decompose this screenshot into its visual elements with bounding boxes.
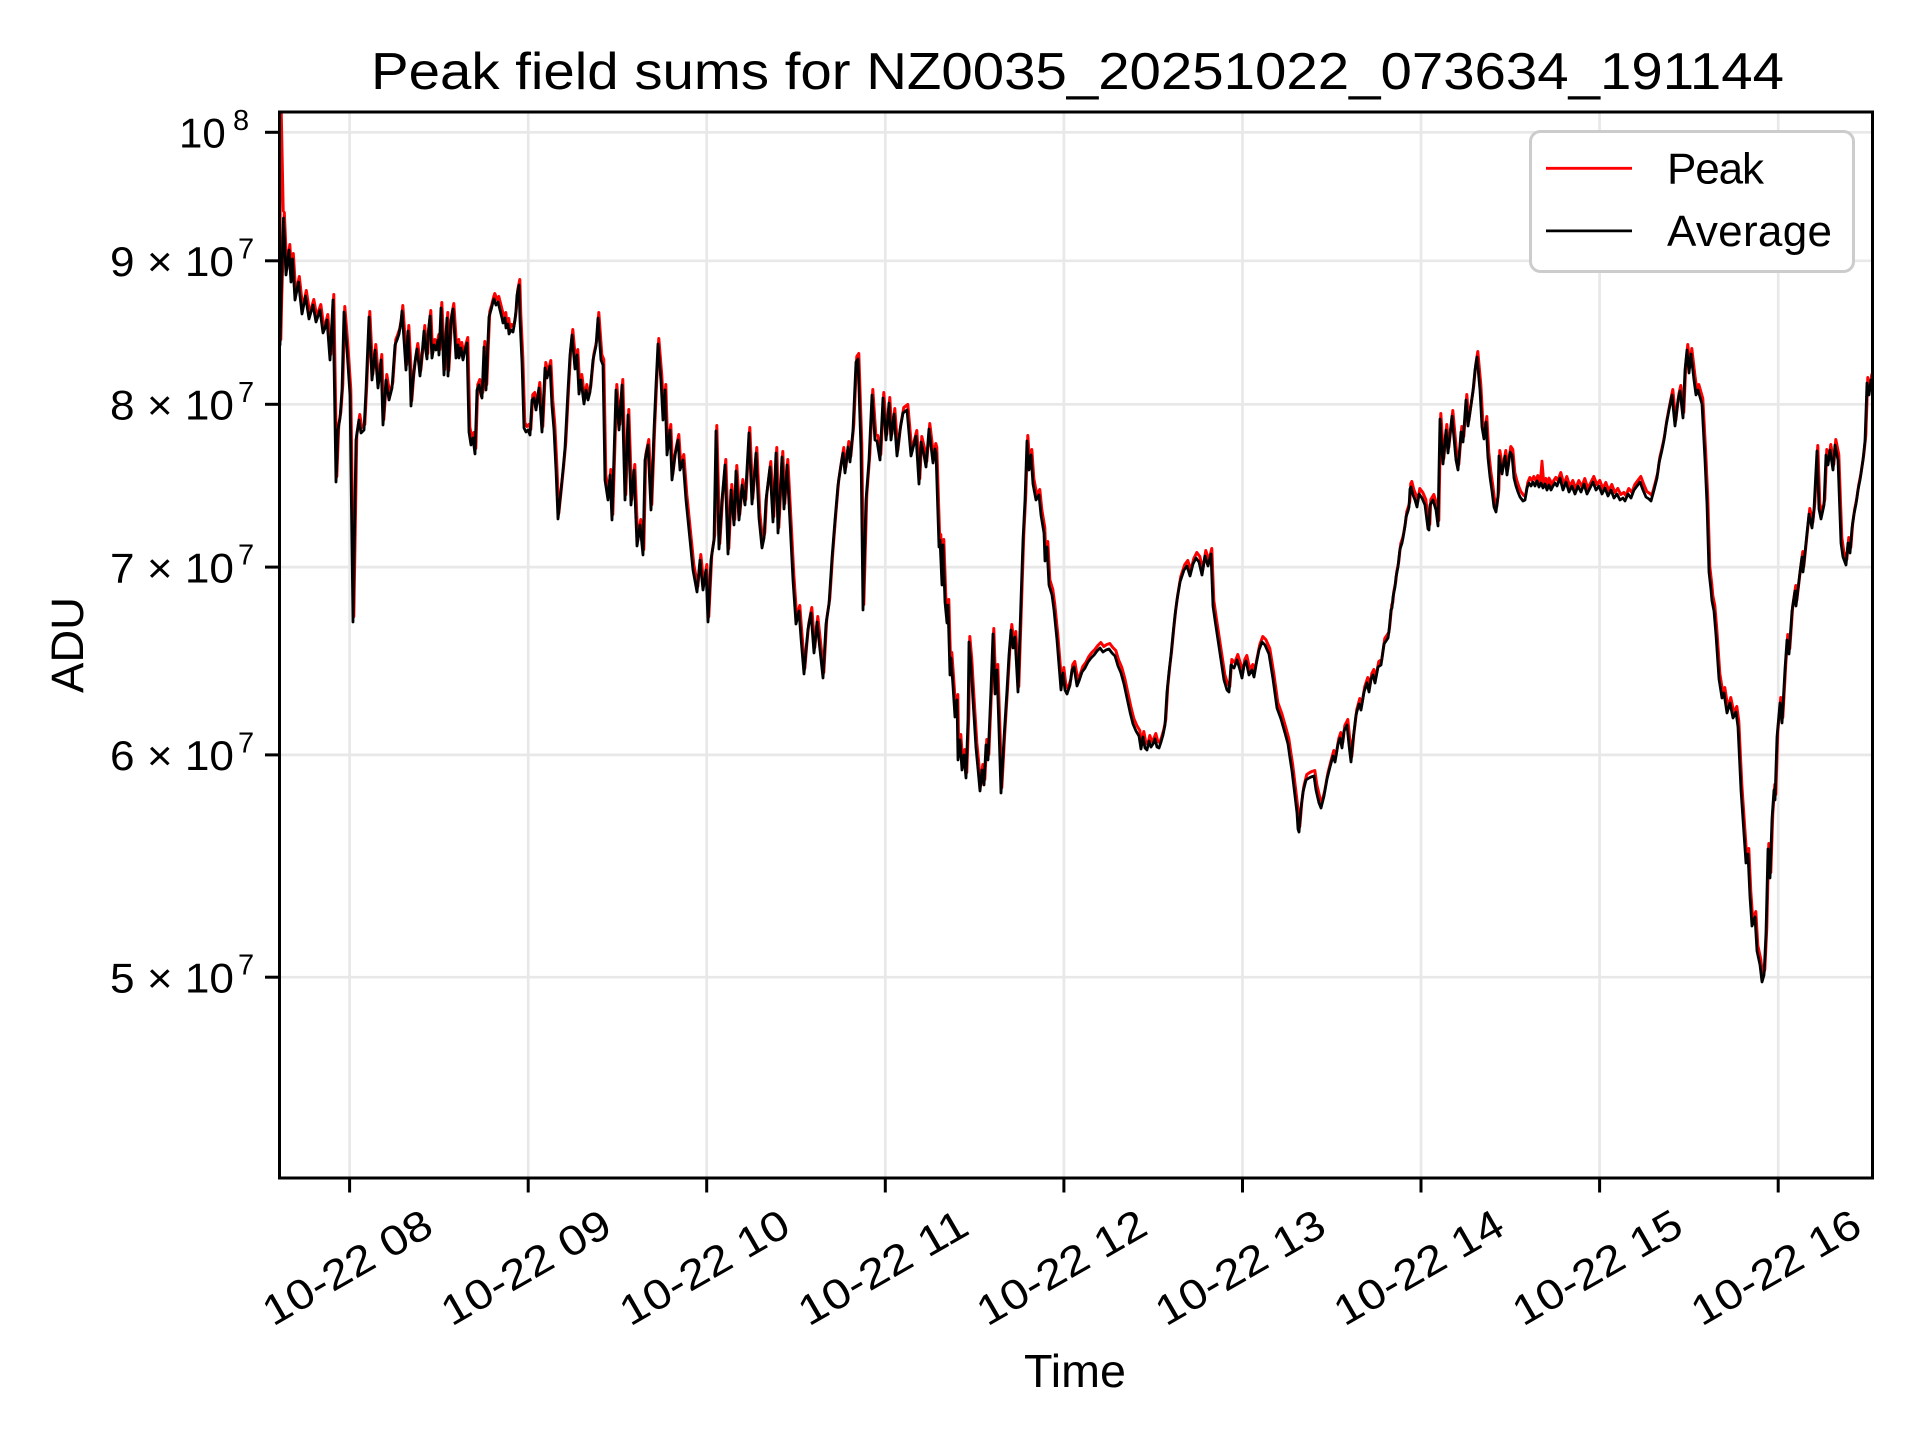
svg-text:10: 10 (179, 110, 226, 157)
svg-text:Time: Time (1024, 1345, 1126, 1397)
svg-text:8 × 10: 8 × 10 (110, 382, 234, 429)
svg-text:5 × 10: 5 × 10 (110, 955, 234, 1002)
svg-text:7: 7 (238, 377, 254, 409)
svg-text:Peak: Peak (1667, 145, 1765, 194)
svg-text:ADU: ADU (42, 597, 93, 693)
svg-text:7: 7 (238, 540, 254, 572)
svg-text:7: 7 (238, 950, 254, 982)
svg-text:Average: Average (1667, 207, 1832, 256)
svg-text:8: 8 (233, 105, 249, 137)
svg-text:Peak field sums for NZ0035_202: Peak field sums for NZ0035_20251022_0736… (371, 43, 1784, 101)
svg-text:6 × 10: 6 × 10 (110, 732, 234, 779)
svg-text:9 × 10: 9 × 10 (110, 238, 234, 285)
svg-text:7: 7 (238, 727, 254, 759)
svg-text:7 × 10: 7 × 10 (110, 544, 234, 591)
svg-text:7: 7 (238, 233, 254, 265)
